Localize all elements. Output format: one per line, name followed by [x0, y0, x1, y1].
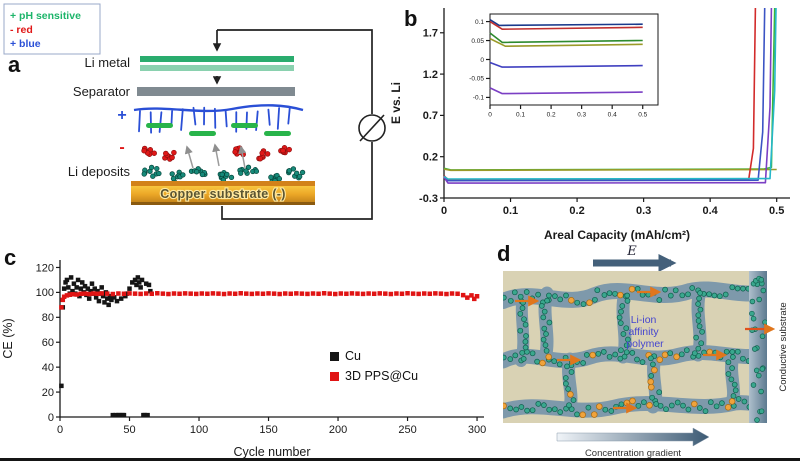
deposition-arrows: [184, 143, 247, 169]
copper-substrate-label: Copper substrate (-): [160, 187, 285, 201]
svg-text:100: 100: [190, 424, 208, 436]
legend-ph-sensitive: + pH sensitive: [10, 10, 81, 22]
concentration-gradient-arrow-icon: [556, 427, 710, 447]
svg-text:0.1: 0.1: [475, 19, 484, 26]
svg-text:1.2: 1.2: [423, 69, 438, 81]
color-legend: + pH sensitive - red + blue: [3, 3, 101, 55]
svg-text:0: 0: [480, 57, 484, 64]
ph-sensitive-segments: [146, 123, 291, 136]
cell-schematic-svg: + pH sensitive - red + blue Li metal Sep…: [3, 3, 386, 220]
affinity-polymer-label: Li-ion affinity polymer: [626, 314, 664, 350]
svg-text:100: 100: [36, 287, 54, 299]
svg-text:1.7: 1.7: [423, 28, 438, 40]
svg-text:0.2: 0.2: [423, 152, 438, 164]
li-metal-electrode: [140, 56, 294, 71]
svg-text:0.05: 0.05: [471, 38, 484, 45]
panel-b-label: b: [404, 6, 418, 31]
svg-text:0.3: 0.3: [636, 205, 651, 217]
ion-flow-arrows: [515, 286, 728, 414]
svg-text:20: 20: [42, 387, 54, 399]
svg-text:40: 40: [42, 362, 54, 374]
svg-text:0.4: 0.4: [703, 205, 719, 217]
svg-text:50: 50: [123, 424, 135, 436]
panel-d-schematic: E: [495, 243, 800, 461]
coulombic-efficiency-chart: 0 50 100 150 200 250 300 0 20 40 60 80 100 120 Cycle n…: [1, 260, 486, 459]
svg-text:0: 0: [48, 412, 54, 424]
panel-a-label: a: [8, 52, 21, 77]
svg-text:E vs. Li: E vs. Li: [389, 82, 403, 124]
figure-bottom-border: [0, 458, 800, 461]
svg-text:0: 0: [441, 205, 447, 217]
li-deposit-clusters: [141, 164, 306, 185]
svg-text:3D PPS@Cu: 3D PPS@Cu: [345, 369, 418, 383]
svg-text:80: 80: [42, 312, 54, 324]
polymer-structure-image: Li-ion affinity polymer: [503, 271, 767, 423]
panel-b-voltage-chart: 0 0.1 0.2 0.3 0.4 0.5 -0.3 0.2 0.7 1.2 1.7 Areal Ca…: [388, 0, 800, 246]
svg-text:0.1: 0.1: [516, 112, 525, 119]
voltage-inset-chart: 0 0.1 0.2 0.3 0.4 0.5 -0.1 -0.05 0 0.05 0.1: [460, 10, 664, 122]
separator-label: Separator: [73, 84, 131, 99]
svg-text:200: 200: [329, 424, 347, 436]
concentration-gradient-label: Concentration gradient: [585, 448, 681, 459]
voltage-profile-chart: 0 0.1 0.2 0.3 0.4 0.5 -0.3 0.2 0.7 1.2 1.7 Areal Ca…: [389, 7, 790, 242]
svg-text:0.4: 0.4: [608, 112, 617, 119]
svg-text:0.3: 0.3: [577, 112, 586, 119]
svg-text:250: 250: [398, 424, 416, 436]
svg-text:0.5: 0.5: [638, 112, 647, 119]
svg-text:-0.1: -0.1: [473, 95, 485, 102]
svg-text:0: 0: [488, 112, 492, 119]
svg-text:0.1: 0.1: [503, 205, 518, 217]
svg-text:300: 300: [468, 424, 486, 436]
panel-a-schematic: + pH sensitive - red + blue Li metal Sep…: [0, 0, 396, 246]
svg-text:CE (%): CE (%): [1, 318, 15, 358]
panel-c-ce-chart: 0 50 100 150 200 250 300 0 20 40 60 80 100 120 Cycle n…: [0, 248, 500, 461]
svg-text:0.2: 0.2: [547, 112, 556, 119]
svg-text:0.7: 0.7: [423, 110, 438, 122]
svg-text:0: 0: [57, 424, 63, 436]
legend-red: - red: [10, 24, 33, 36]
plus-sign: +: [117, 107, 126, 124]
minus-sign: -: [119, 139, 124, 156]
svg-text:-0.05: -0.05: [469, 76, 484, 83]
panel-d-label: d: [497, 241, 511, 266]
svg-text:120: 120: [36, 262, 54, 274]
li-metal-label: Li metal: [84, 55, 130, 70]
svg-text:Areal Capacity (mAh/cm²): Areal Capacity (mAh/cm²): [544, 228, 690, 242]
svg-text:60: 60: [42, 337, 54, 349]
conductive-substrate-label: Conductive substrate: [778, 302, 789, 391]
polymer-schematic-svg: E: [503, 244, 789, 459]
legend-blue: + blue: [10, 38, 41, 50]
separator-bar: [137, 87, 295, 96]
panel-c-label: c: [4, 245, 17, 270]
svg-text:0.2: 0.2: [569, 205, 584, 217]
svg-text:-0.3: -0.3: [419, 193, 438, 205]
li-deposits-label: Li deposits: [68, 164, 131, 179]
e-field-label: E: [626, 244, 637, 259]
svg-text:150: 150: [259, 424, 277, 436]
svg-text:Cycle number: Cycle number: [233, 445, 310, 459]
svg-text:0.5: 0.5: [769, 205, 784, 217]
copper-substrate: Copper substrate (-): [131, 181, 315, 205]
svg-text:Cu: Cu: [345, 349, 361, 363]
circuit-wires: [212, 29, 386, 220]
polymer-brush: [133, 104, 304, 134]
